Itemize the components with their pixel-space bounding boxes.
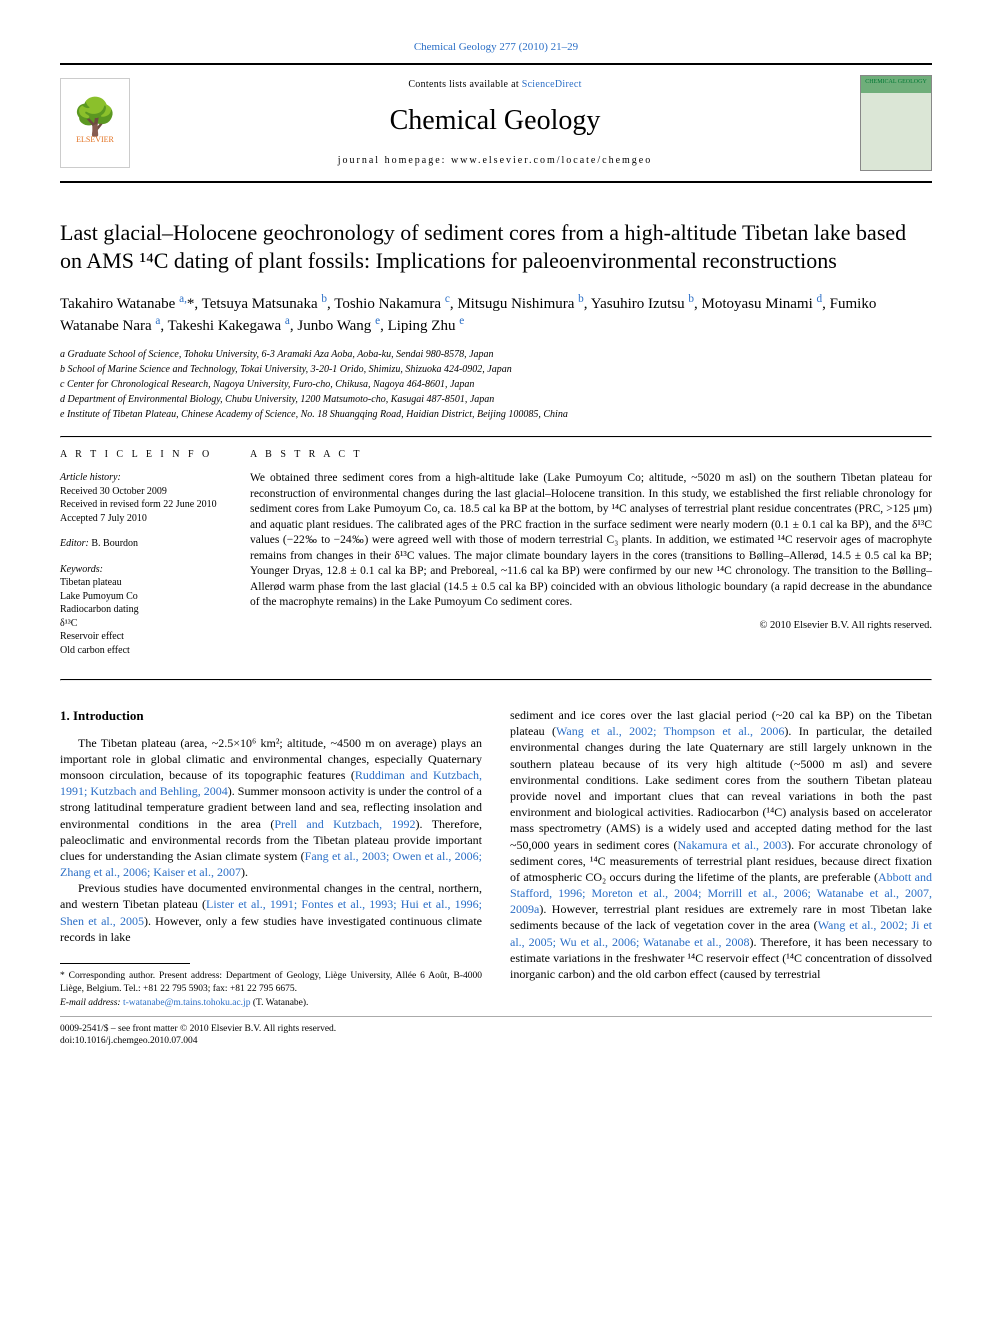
affiliation: a Graduate School of Science, Tohoku Uni… bbox=[60, 347, 932, 362]
keyword: Radiocarbon dating bbox=[60, 603, 226, 617]
elsevier-label: ELSEVIER bbox=[76, 135, 114, 146]
footnote-rule bbox=[60, 963, 190, 964]
history-item: Received in revised form 22 June 2010 bbox=[60, 498, 226, 512]
abstract-copyright: © 2010 Elsevier B.V. All rights reserved… bbox=[250, 619, 932, 633]
history-label: Article history: bbox=[60, 471, 226, 485]
keyword: Old carbon effect bbox=[60, 644, 226, 658]
author-list: Takahiro Watanabe a,*, Tetsuya Matsunaka… bbox=[60, 292, 932, 337]
divider bbox=[60, 436, 932, 438]
keyword: Tibetan plateau bbox=[60, 576, 226, 590]
intro-heading: 1. Introduction bbox=[60, 707, 482, 725]
history-item: Received 30 October 2009 bbox=[60, 485, 226, 499]
email-suffix: (T. Watanabe). bbox=[253, 998, 309, 1008]
abstract-text: We obtained three sediment cores from a … bbox=[250, 471, 932, 611]
front-matter-line: 0009-2541/$ – see front matter © 2010 El… bbox=[60, 1023, 336, 1035]
abstract-heading: A B S T R A C T bbox=[250, 448, 932, 462]
affiliation: b School of Marine Science and Technolog… bbox=[60, 362, 932, 377]
body-paragraph: Previous studies have documented environ… bbox=[60, 880, 482, 945]
contents-prefix: Contents lists available at bbox=[408, 79, 521, 90]
history-item: Accepted 7 July 2010 bbox=[60, 512, 226, 526]
keywords-label: Keywords: bbox=[60, 563, 226, 577]
article-info-column: A R T I C L E I N F O Article history: R… bbox=[60, 448, 250, 670]
cover-label: CHEMICAL GEOLOGY bbox=[863, 78, 929, 86]
elsevier-logo: 🌳 ELSEVIER bbox=[60, 78, 130, 168]
email-label: E-mail address: bbox=[60, 998, 121, 1008]
corresponding-email-link[interactable]: t-watanabe@m.tains.tohoku.ac.jp bbox=[123, 998, 250, 1008]
divider bbox=[60, 679, 932, 681]
top-citation[interactable]: Chemical Geology 277 (2010) 21–29 bbox=[60, 40, 932, 55]
editor-name: B. Bourdon bbox=[91, 538, 138, 549]
page-footer: 0009-2541/$ – see front matter © 2010 El… bbox=[60, 1016, 932, 1048]
doi: doi:10.1016/j.chemgeo.2010.07.004 bbox=[60, 1035, 336, 1047]
contents-line: Contents lists available at ScienceDirec… bbox=[130, 78, 860, 92]
affiliation: d Department of Environmental Biology, C… bbox=[60, 392, 932, 407]
affiliation: e Institute of Tibetan Plateau, Chinese … bbox=[60, 407, 932, 422]
article-info-heading: A R T I C L E I N F O bbox=[60, 448, 226, 462]
keyword: Reservoir effect bbox=[60, 630, 226, 644]
journal-cover-thumb: CHEMICAL GEOLOGY bbox=[860, 75, 932, 171]
editor-label: Editor: bbox=[60, 538, 89, 549]
sciencedirect-link[interactable]: ScienceDirect bbox=[522, 79, 582, 90]
journal-name: Chemical Geology bbox=[130, 102, 860, 140]
corresponding-author: * Corresponding author. Present address:… bbox=[60, 970, 482, 997]
keyword: Lake Pumoyum Co bbox=[60, 590, 226, 604]
elsevier-tree-icon: 🌳 bbox=[73, 99, 118, 135]
body-paragraph: The Tibetan plateau (area, ~2.5×10⁶ km²;… bbox=[60, 735, 482, 881]
body-columns: 1. Introduction The Tibetan plateau (are… bbox=[60, 707, 932, 1010]
footnotes: * Corresponding author. Present address:… bbox=[60, 970, 482, 1010]
masthead: 🌳 ELSEVIER Contents lists available at S… bbox=[60, 63, 932, 183]
affiliations: a Graduate School of Science, Tohoku Uni… bbox=[60, 347, 932, 422]
journal-homepage: journal homepage: www.elsevier.com/locat… bbox=[130, 154, 860, 168]
affiliation: c Center for Chronological Research, Nag… bbox=[60, 377, 932, 392]
article-title: Last glacial–Holocene geochronology of s… bbox=[60, 219, 932, 276]
keyword: δ¹³C bbox=[60, 617, 226, 631]
body-paragraph: sediment and ice cores over the last gla… bbox=[510, 707, 932, 982]
abstract-column: A B S T R A C T We obtained three sedime… bbox=[250, 448, 932, 670]
